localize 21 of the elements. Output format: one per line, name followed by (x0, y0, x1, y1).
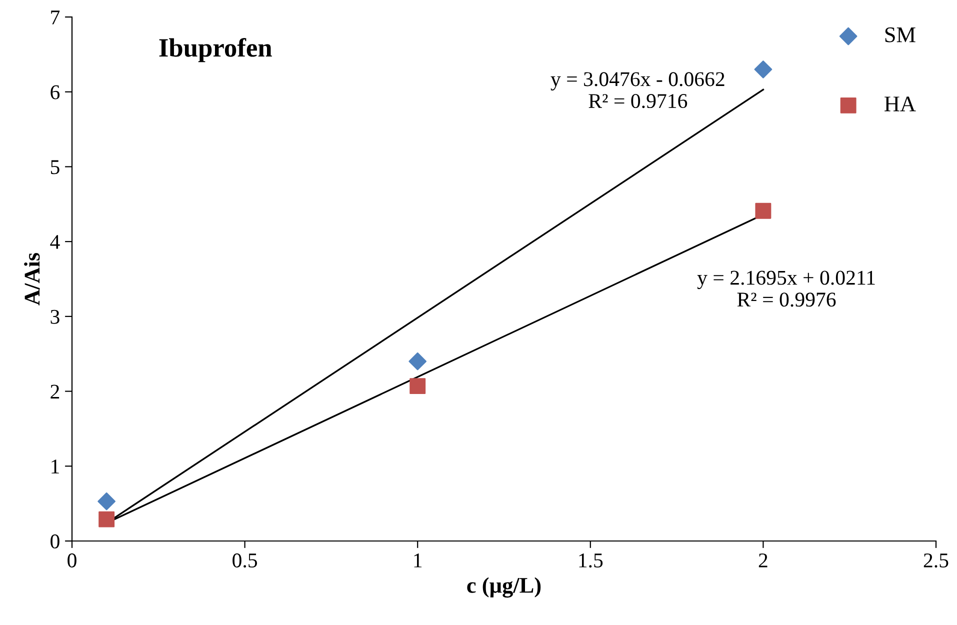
legend-label: HA (884, 96, 916, 112)
legend-label: SM (885, 27, 916, 42)
y-tick-label: 6 (50, 85, 60, 100)
y-tick-label: 2 (50, 384, 60, 399)
y-tick-label: 4 (50, 235, 60, 249)
x-tick-label: 0.5 (232, 553, 258, 568)
y-tick-label: 1 (52, 460, 59, 474)
text: Ibuprofen (159, 38, 272, 62)
y-tick-label: 7 (51, 10, 60, 24)
x-tick-label: 2.5 (924, 553, 948, 568)
x-tick-label: 1.5 (579, 554, 603, 568)
y-tick-label: 5 (50, 160, 60, 174)
annotation: y = 3.0476x - 0.0662 R² = 0.9716 (550, 72, 724, 108)
x-tick-label: 1 (414, 554, 422, 568)
x-axis-title: c (µg/L) (467, 577, 541, 598)
y-tick-label: 0 (50, 534, 60, 548)
x-tick-label: 2 (758, 553, 768, 568)
x-tick-label: 0 (68, 553, 76, 568)
y-tick-label: 3 (50, 310, 60, 324)
y-axis-title: A/Ais (24, 253, 40, 306)
annotation: y = 2.1695x + 0.0211 R² = 0.9976 (697, 270, 875, 307)
